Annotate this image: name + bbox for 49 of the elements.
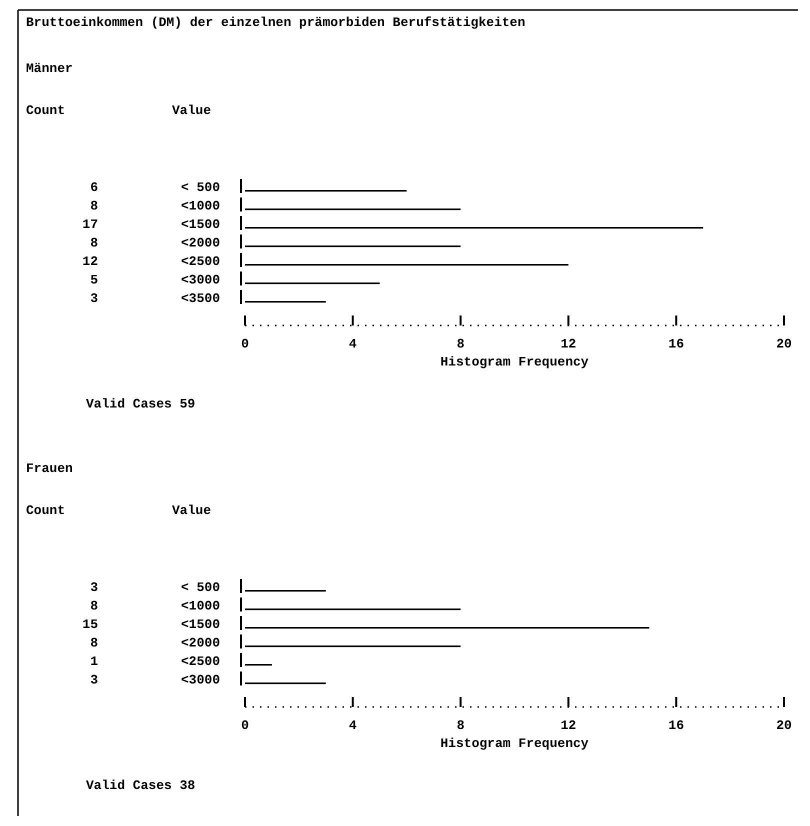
y-tick-label: <1000	[180, 598, 220, 614]
y-tick-label: <2000	[180, 636, 220, 650]
data-label: 1	[90, 654, 98, 669]
data-label: 17	[82, 217, 98, 232]
text: Count	[26, 503, 66, 518]
chart-title: Bruttoeinkommen (DM) der einzelnen prämorbiden Berufstätigkeiten	[26, 15, 526, 30]
y-tick-label: <1000	[180, 198, 220, 214]
x-tick-label: 16	[668, 718, 684, 733]
data-label: 8	[90, 198, 98, 214]
data-label: 3	[90, 291, 98, 306]
text: Valid Cases 59	[86, 396, 196, 412]
x-tick-label: 20	[776, 336, 792, 352]
y-tick-label: < 500	[180, 180, 220, 195]
y-tick-label: <3000	[180, 672, 220, 688]
x-tick-label: 16	[668, 336, 684, 352]
y-tick-label: <2000	[180, 236, 220, 250]
data-label: 12	[82, 254, 98, 269]
x-tick-label: 20	[776, 718, 792, 733]
x-axis-title: Histogram Frequency	[440, 736, 589, 751]
data-label: 5	[90, 272, 98, 288]
data-label: 8	[90, 636, 98, 650]
text: Frauen	[26, 461, 74, 476]
x-tick-label: 4	[348, 718, 357, 733]
text: Count	[26, 103, 66, 118]
y-tick-label: <1500	[180, 217, 220, 232]
y-tick-label: <3500	[180, 291, 220, 306]
data-label: 3	[90, 580, 98, 595]
x-tick-label: 4	[348, 336, 357, 352]
y-tick-label: < 500	[180, 580, 220, 595]
y-axis-title: Value	[172, 503, 212, 518]
data-label: 8	[90, 598, 98, 614]
y-tick-label: <2500	[180, 254, 220, 269]
data-label: 8	[90, 236, 98, 250]
y-tick-label: <1500	[180, 617, 220, 632]
text: Männer	[26, 61, 73, 76]
data-label: 3	[90, 672, 98, 688]
data-label: 15	[82, 617, 98, 632]
x-axis-title: Histogram Frequency	[440, 354, 589, 370]
text: Valid Cases 38	[86, 778, 196, 793]
x-tick-label: 0	[241, 718, 250, 733]
x-tick-label: 12	[560, 718, 576, 733]
data-label: 6	[90, 180, 98, 195]
y-tick-label: <3000	[180, 272, 220, 288]
x-tick-label: 0	[241, 336, 250, 352]
y-tick-label: <2500	[180, 654, 220, 669]
x-tick-label: 8	[456, 718, 465, 733]
x-tick-label: 8	[456, 336, 465, 352]
y-axis-title: Value	[172, 103, 212, 118]
x-tick-label: 12	[560, 336, 576, 352]
